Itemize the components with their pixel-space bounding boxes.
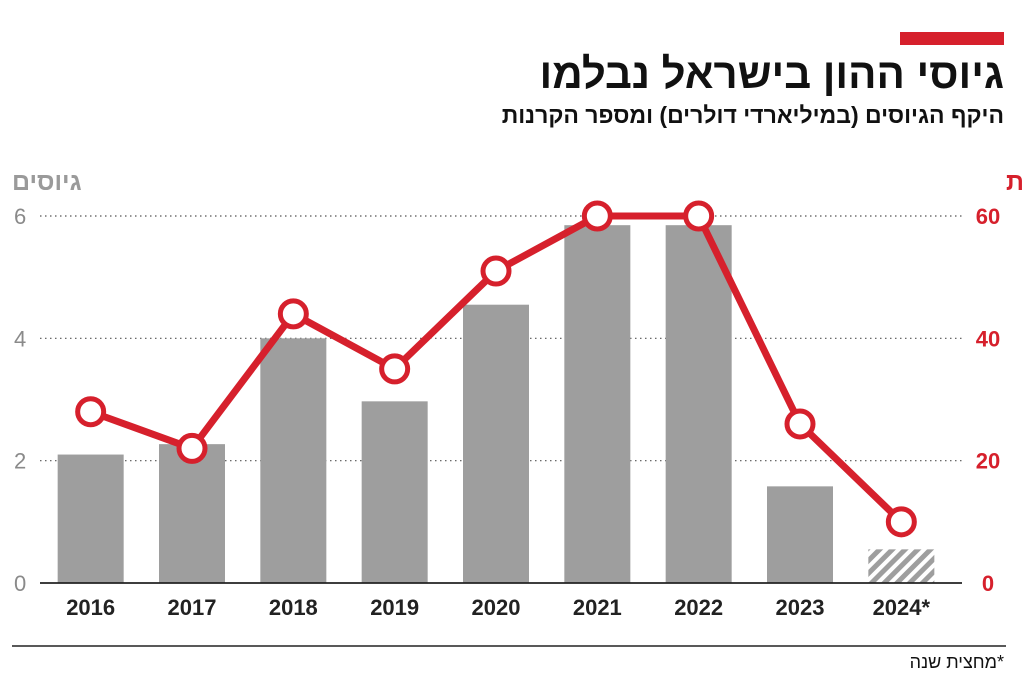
line-point <box>277 298 309 330</box>
left-tick-label: 6 <box>14 204 26 229</box>
left-tick-label: 0 <box>14 571 26 596</box>
bar-series <box>57 225 935 584</box>
x-axis-labels: 2016 2017 2018 2019 2020 2021 2022 2023 2024* <box>66 595 930 620</box>
line-point <box>176 432 208 464</box>
x-tick-label: 2017 <box>168 595 217 620</box>
chart-title: גיוסי ההון בישראל נבלמו <box>539 50 1004 97</box>
line-point <box>683 200 715 232</box>
x-tick-label: 2024* <box>873 595 931 620</box>
footnote: *מחצית שנה <box>909 652 1004 672</box>
right-axis-title: קרנות <box>1006 168 1024 196</box>
x-tick-label: 2023 <box>776 595 825 620</box>
line-series <box>75 200 917 538</box>
x-tick-label: 2018 <box>269 595 318 620</box>
x-tick-label: 2022 <box>674 595 723 620</box>
bar <box>57 454 124 583</box>
bar <box>767 486 833 583</box>
axis-ticks: 0 0 2 20 4 40 6 60 <box>14 204 1000 596</box>
bar <box>260 338 327 583</box>
chart-subtitle: היקף הגיוסים (במיליארדי דולרים) ומספר הק… <box>501 102 1004 128</box>
x-tick-label: 2016 <box>66 595 115 620</box>
right-tick-label: 20 <box>976 449 1000 474</box>
x-tick-label: 2020 <box>472 595 521 620</box>
line-point <box>480 255 512 287</box>
left-tick-label: 4 <box>14 326 26 351</box>
right-tick-label: 40 <box>976 326 1000 351</box>
left-tick-label: 2 <box>14 449 26 474</box>
right-tick-label: 60 <box>976 204 1000 229</box>
bar <box>564 225 631 584</box>
accent-bar <box>900 32 1004 45</box>
bar <box>868 549 935 583</box>
line-point <box>581 200 613 232</box>
line-point <box>885 506 917 538</box>
x-tick-label: 2021 <box>573 595 622 620</box>
bar <box>159 444 225 583</box>
line-point <box>379 353 411 385</box>
line-point <box>75 396 107 428</box>
left-axis-title: גיוסים <box>12 168 82 196</box>
line-point <box>784 408 816 440</box>
bar <box>463 304 529 583</box>
right-tick-label: 0 <box>982 571 994 596</box>
bar <box>361 401 428 583</box>
bar <box>665 225 732 584</box>
x-tick-label: 2019 <box>370 595 419 620</box>
